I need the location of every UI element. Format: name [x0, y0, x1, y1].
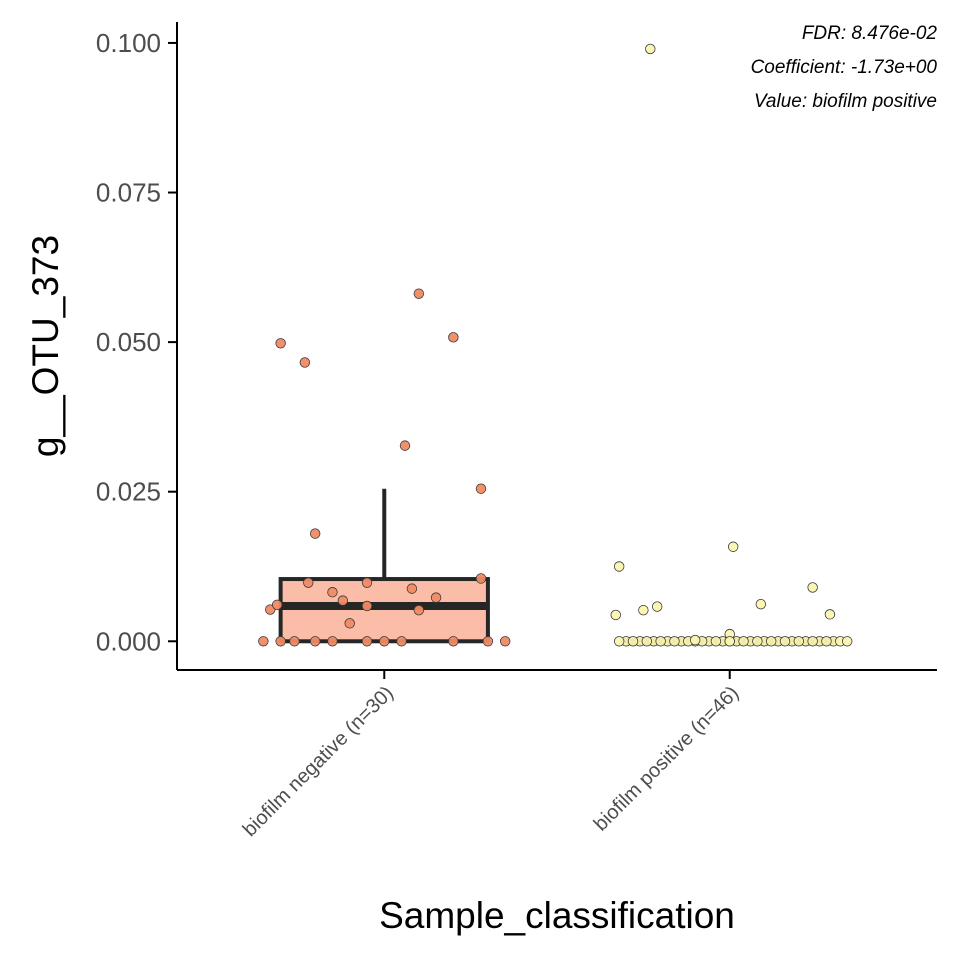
data-point [645, 43, 656, 55]
plot-marks [258, 43, 853, 647]
data-point [627, 636, 639, 647]
data-point [613, 636, 625, 647]
data-point [406, 583, 418, 594]
data-point [413, 604, 425, 616]
data-point [824, 609, 836, 620]
data-point [765, 636, 777, 647]
data-point [309, 636, 321, 647]
y-tick-label: 0.025 [96, 477, 161, 507]
data-point [727, 541, 739, 552]
x-tick-label: biofilm negative (n=30) [239, 682, 398, 841]
data-point [821, 636, 832, 647]
data-point [361, 600, 373, 612]
data-point [752, 636, 763, 647]
data-point [258, 636, 269, 647]
data-point [413, 288, 425, 299]
y-tick-label: 0.050 [96, 327, 161, 357]
annotation-coefficient: Coefficient: -1.73e+00 [751, 57, 938, 78]
data-point [289, 636, 300, 647]
data-point [448, 636, 459, 647]
x-tick-label: biofilm positive (n=46) [590, 682, 744, 836]
y-axis-title: g__OTU_373 [25, 235, 66, 457]
data-point [344, 618, 355, 629]
data-point [779, 636, 791, 647]
data-point [327, 587, 338, 598]
x-axis-title: Sample_classification [379, 895, 735, 936]
data-point [841, 636, 853, 647]
data-point [448, 332, 459, 343]
data-point [482, 636, 494, 647]
data-point [807, 582, 818, 593]
y-tick-label: 0.100 [96, 28, 161, 58]
data-point [641, 636, 653, 647]
data-point [396, 636, 407, 647]
data-point [299, 357, 311, 368]
data-point [327, 636, 338, 647]
data-point [710, 636, 722, 647]
data-point [430, 592, 442, 603]
data-point [793, 636, 805, 647]
data-point [275, 636, 286, 647]
y-axis: 0.000 0.025 0.050 0.075 0.100 [96, 28, 177, 656]
annotation-fdr: FDR: 8.476e-02 [802, 23, 938, 44]
x-axis: biofilm negative (n=30) biofilm positive … [239, 670, 743, 841]
data-point [613, 561, 625, 572]
data-point [309, 528, 321, 539]
data-point [475, 573, 487, 584]
data-point [807, 636, 818, 647]
data-point [271, 599, 283, 610]
data-point [475, 483, 487, 494]
y-tick-label: 0.000 [96, 626, 161, 656]
data-point [655, 636, 666, 647]
data-point [361, 577, 373, 588]
data-point [361, 636, 373, 647]
data-point [689, 634, 701, 646]
data-point [303, 577, 314, 588]
annotation-value: Value: biofilm positive [754, 91, 937, 112]
data-point [399, 440, 411, 451]
data-point [638, 604, 649, 616]
data-point [275, 338, 286, 349]
data-point [755, 598, 767, 610]
data-point [499, 636, 511, 647]
box [278, 577, 490, 644]
data-point [379, 636, 390, 647]
data-point [738, 636, 749, 647]
data-point [610, 609, 621, 621]
data-point [651, 601, 663, 612]
y-tick-label: 0.075 [96, 178, 161, 208]
data-point [337, 595, 349, 606]
data-point [669, 636, 680, 647]
data-point [724, 636, 735, 647]
